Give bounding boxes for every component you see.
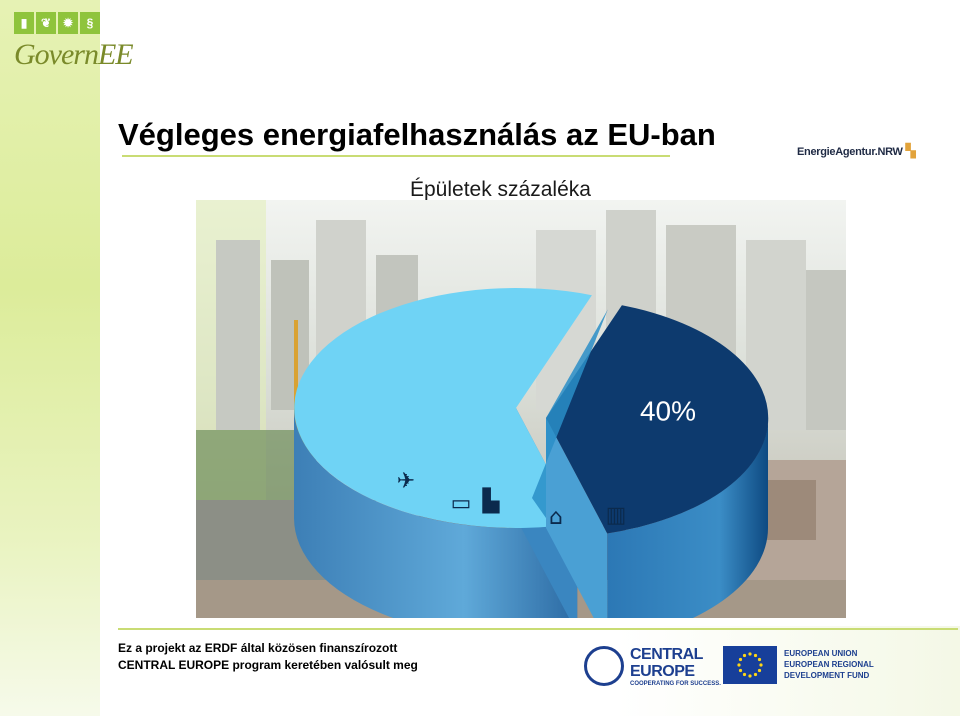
agency-name: EnergieAgentur.NRW xyxy=(797,146,903,158)
side-band xyxy=(0,0,100,716)
sun-icon: ✹ xyxy=(58,12,78,34)
footer-band xyxy=(100,626,960,716)
page-title: Végleges energiafelhasználás az EU-ban xyxy=(118,117,716,152)
central-europe-word: CENTRAL EUROPE xyxy=(630,646,703,680)
agency-mark-icon: ▚ xyxy=(905,143,916,158)
pie-slice-dark xyxy=(546,305,769,534)
city-photo-with-chart: 40% ✈ ▭ ▙ ⌂ ▥ xyxy=(196,200,846,618)
logo-text: GovernEE xyxy=(14,38,134,71)
pie-label-40: 40% xyxy=(640,395,696,426)
footer-rule xyxy=(118,628,958,630)
pie-slice-light xyxy=(294,288,592,529)
pie-slice-side-dark xyxy=(607,418,768,618)
eu-line-1: EUROPEAN UNION xyxy=(784,649,858,658)
central-europe-logo: CENTRAL EUROPE COOPERATING FOR SUCCESS. xyxy=(584,646,721,687)
energieagentur-logo: EnergieAgentur.NRW ▚ xyxy=(797,143,916,159)
buildings-icon: ▥ xyxy=(606,503,627,528)
eu-line-2: EUROPEAN REGIONAL xyxy=(784,660,874,669)
truck-icon: ▭ xyxy=(451,491,472,516)
pie-chart: 40% ✈ ▭ ▙ ⌂ ▥ xyxy=(196,200,846,618)
building-icon: ▮ xyxy=(14,12,34,34)
footer-line-1: Ez a projekt az ERDF által közösen finan… xyxy=(118,641,398,655)
eu-fund-text: EUROPEAN UNION EUROPEAN REGIONAL DEVELOP… xyxy=(784,648,874,681)
central-europe-emblem-icon xyxy=(584,646,624,686)
pie-slice-side-light xyxy=(294,408,578,618)
houses-icon: ⌂ xyxy=(549,505,563,530)
pie-slice-wall-dark xyxy=(546,418,608,618)
central-europe-tagline: COOPERATING FOR SUCCESS. xyxy=(630,681,721,687)
chart-subtitle: Épületek százaléka xyxy=(410,178,591,201)
airplane-icon: ✈ xyxy=(397,469,415,494)
governee-logo: ▮ ❦ ✹ § GovernEE xyxy=(14,12,136,102)
eu-flag-icon xyxy=(723,646,777,684)
footer-line-2: CENTRAL EUROPE program keretében valósul… xyxy=(118,658,418,672)
paragraph-icon: § xyxy=(80,12,100,34)
pie-group: 40% ✈ ▭ ▙ ⌂ ▥ xyxy=(294,288,769,618)
footer-text: Ez a projekt az ERDF által közösen finan… xyxy=(118,640,418,674)
leaf-icon: ❦ xyxy=(36,12,56,34)
factory-icon: ▙ xyxy=(482,487,501,514)
pie-slice-inner-wall xyxy=(532,309,608,518)
eu-line-3: DEVELOPMENT FUND xyxy=(784,671,870,680)
title-underline xyxy=(122,155,670,157)
